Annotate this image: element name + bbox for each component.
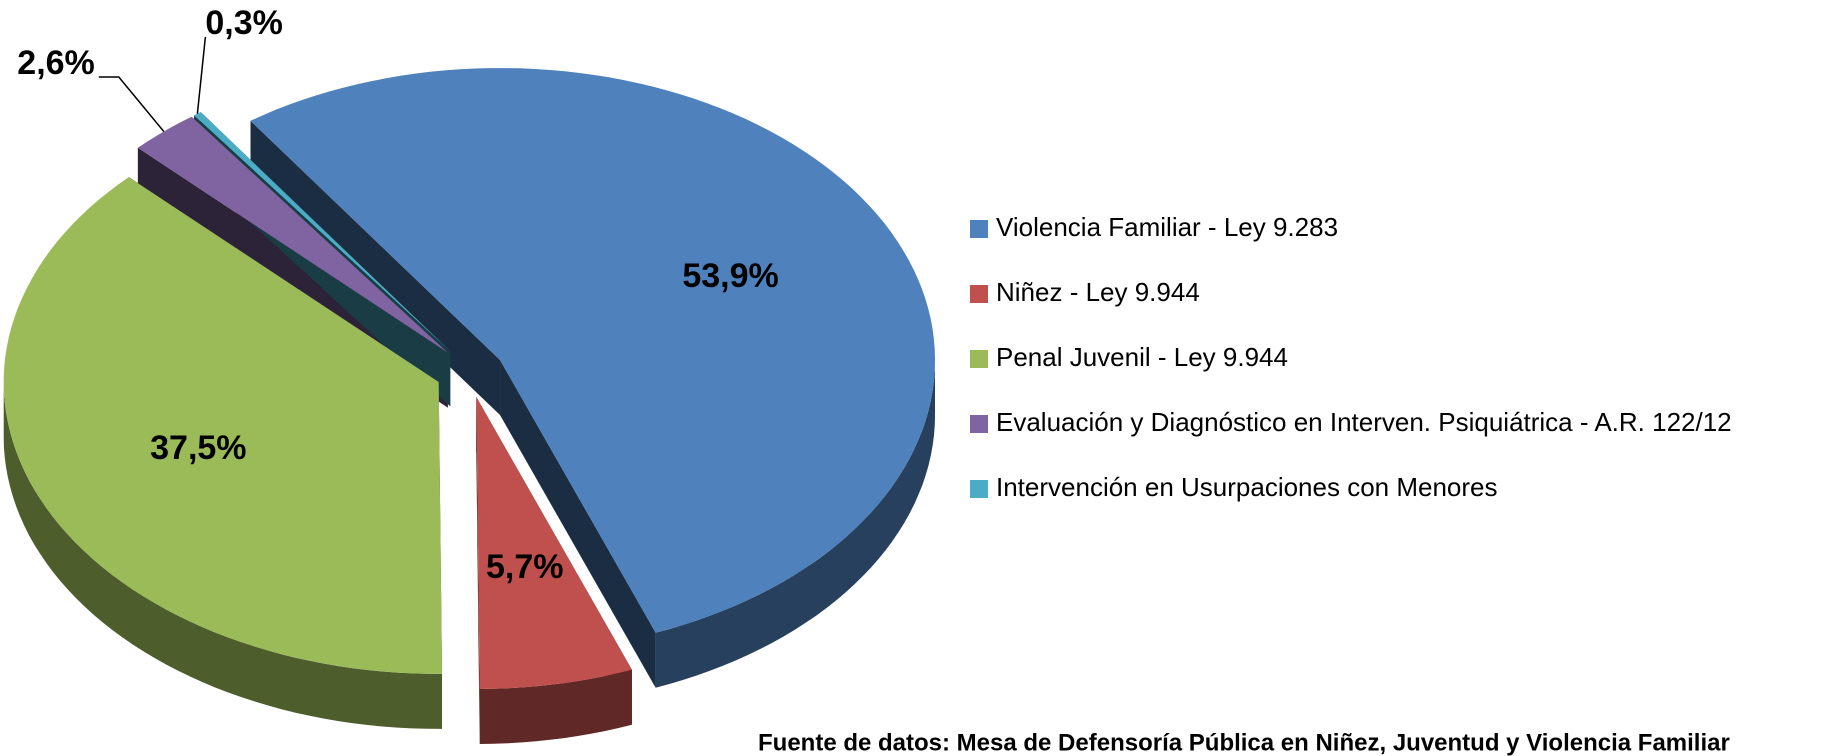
legend-label: Penal Juvenil - Ley 9.944 [996, 342, 1288, 372]
slice [137, 116, 448, 353]
legend-swatch [970, 220, 988, 238]
legend-label: Violencia Familiar - Ley 9.283 [996, 212, 1338, 242]
legend-swatch [970, 350, 988, 368]
legend: Violencia Familiar - Ley 9.283 Niñez - Le… [970, 212, 1732, 502]
slice [194, 112, 451, 352]
value-label: 0,3% [205, 4, 283, 42]
leader-line [98, 76, 165, 132]
legend-swatch [970, 480, 988, 498]
legend-label: Intervención en Usurpaciones con Menores [996, 472, 1498, 502]
legend-swatch [970, 415, 988, 433]
slice-side [3, 381, 442, 729]
leader-line [196, 36, 207, 114]
value-label: 53,9% [682, 257, 778, 295]
legend-label: Evaluación y Diagnóstico en Interven. Ps… [996, 407, 1732, 437]
value-label: 5,7% [486, 548, 564, 586]
slice-side [655, 360, 935, 688]
slice [476, 397, 632, 689]
slice [3, 177, 442, 674]
legend-swatch [970, 285, 988, 303]
slice-side [479, 669, 632, 744]
value-label: 37,5% [150, 429, 246, 467]
slice-wall [500, 360, 656, 688]
legend-label: Niñez - Ley 9.944 [996, 277, 1200, 307]
slice-wall [476, 397, 480, 745]
slice [250, 68, 935, 633]
value-label: 2,6% [17, 44, 95, 82]
source-note: Fuente de datos: Mesa de Defensoría Públ… [758, 729, 1730, 756]
pie: 53,9% 5,7% 37,5% 2,6% 0,3% [3, 4, 935, 745]
